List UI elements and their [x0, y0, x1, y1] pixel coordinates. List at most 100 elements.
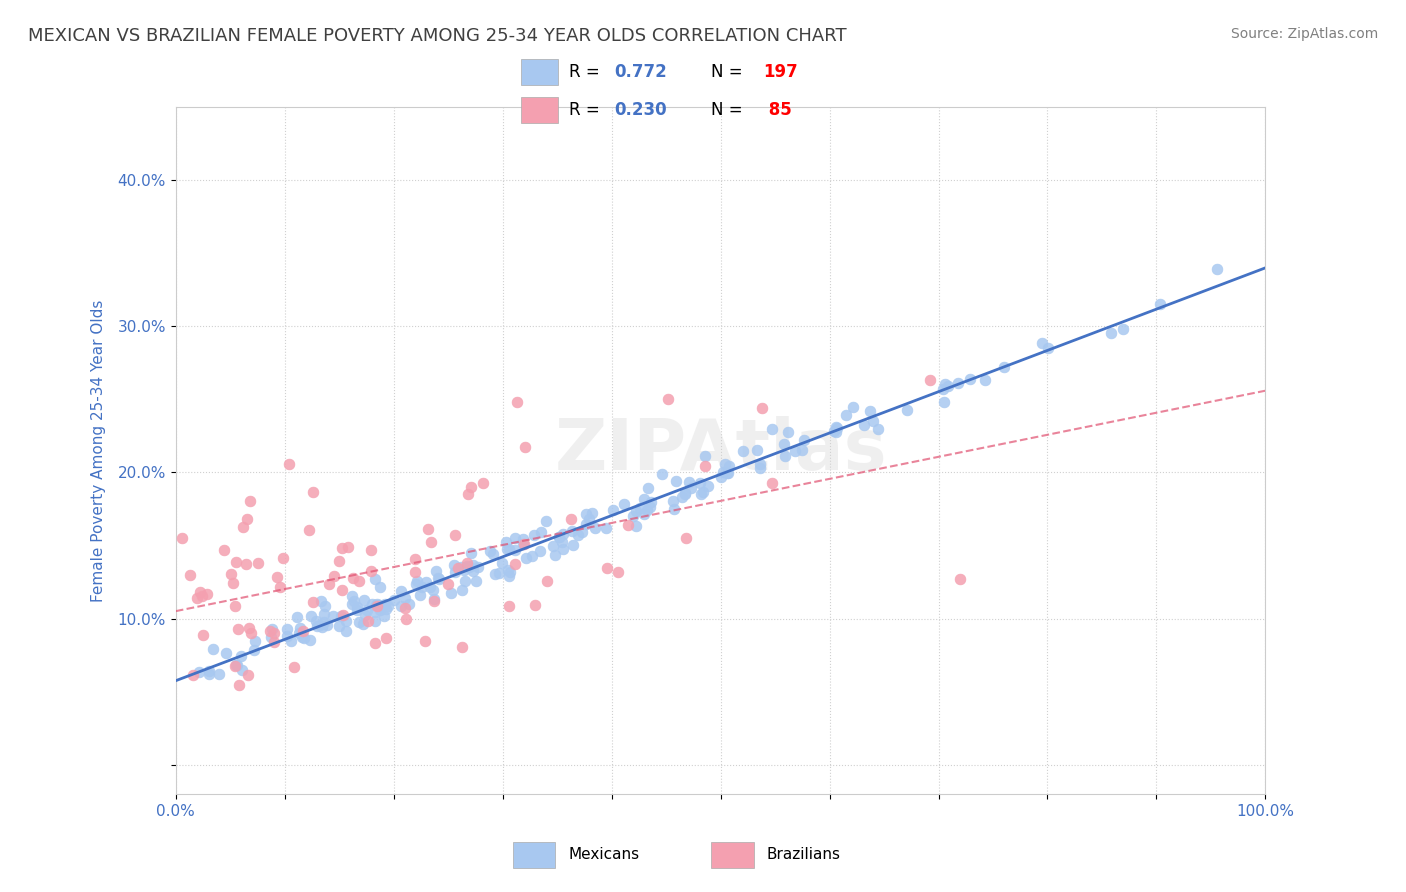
Text: 197: 197 [763, 63, 797, 81]
Point [749, 457, 772, 471]
Point [464, 574, 486, 588]
Point [225, 658, 247, 673]
Point [692, 485, 714, 500]
Point [824, 425, 846, 439]
Point [301, 485, 323, 500]
Point [949, 573, 972, 587]
Point [337, 540, 360, 554]
Point [374, 631, 396, 645]
Point [335, 615, 357, 629]
Point [260, 630, 283, 644]
Point [503, 531, 526, 545]
Point [188, 585, 211, 599]
Point [451, 640, 474, 654]
Point [231, 649, 253, 664]
Point [263, 635, 285, 649]
Point [633, 507, 655, 521]
Text: Brazilians: Brazilians [766, 847, 841, 862]
Point [671, 491, 693, 505]
Text: N =: N = [710, 102, 748, 120]
Point [170, 531, 193, 545]
Point [457, 487, 479, 501]
Point [628, 501, 651, 516]
Point [689, 475, 711, 490]
Point [512, 537, 534, 551]
Point [364, 572, 387, 586]
Point [932, 382, 955, 396]
Point [346, 603, 368, 617]
Point [291, 630, 314, 644]
Point [823, 424, 845, 438]
Point [415, 574, 437, 589]
Point [974, 373, 997, 387]
Point [673, 486, 696, 500]
Text: Mexicans: Mexicans [568, 847, 640, 862]
Point [460, 546, 482, 560]
Point [934, 376, 956, 391]
Point [640, 495, 662, 509]
Point [825, 420, 848, 434]
Point [624, 504, 647, 518]
Point [536, 574, 558, 589]
Text: ZIPAtlas: ZIPAtlas [554, 416, 887, 485]
Point [835, 409, 858, 423]
Point [530, 525, 553, 540]
Point [406, 574, 429, 588]
Point [409, 588, 432, 602]
Point [548, 530, 571, 544]
Point [498, 542, 520, 557]
Point [225, 657, 247, 672]
Point [352, 616, 374, 631]
Point [285, 610, 308, 624]
Point [368, 599, 391, 613]
Point [269, 580, 291, 594]
Point [219, 567, 242, 582]
Point [498, 569, 520, 583]
Point [495, 535, 517, 549]
Point [932, 395, 955, 409]
Point [328, 619, 350, 633]
Point [512, 537, 534, 551]
Point [515, 551, 537, 566]
Point [368, 603, 391, 617]
Point [717, 466, 740, 480]
Point [450, 560, 472, 574]
Point [240, 626, 263, 640]
Point [292, 631, 315, 645]
Point [416, 522, 439, 536]
Point [773, 437, 796, 451]
Bar [520, 96, 558, 123]
Point [364, 614, 387, 628]
Point [308, 618, 330, 632]
Point [398, 597, 420, 611]
Point [866, 422, 889, 436]
Point [841, 400, 863, 414]
Point [478, 543, 501, 558]
Point [637, 481, 659, 495]
Point [201, 641, 224, 656]
Point [342, 571, 364, 585]
Point [224, 659, 246, 673]
Point [419, 534, 441, 549]
Text: Source: ZipAtlas.com: Source: ZipAtlas.com [1230, 27, 1378, 41]
Point [225, 555, 247, 569]
Point [1036, 342, 1059, 356]
Point [335, 624, 357, 639]
Point [443, 565, 465, 579]
Point [347, 615, 370, 630]
Point [697, 478, 720, 492]
Point [621, 509, 644, 524]
Point [298, 524, 321, 538]
Point [731, 443, 754, 458]
Point [382, 592, 405, 607]
Point [454, 574, 477, 588]
Point [298, 632, 321, 647]
Point [315, 617, 337, 632]
Point [375, 602, 398, 616]
Point [495, 542, 517, 557]
Point [405, 576, 427, 591]
Point [357, 614, 380, 628]
Point [571, 524, 593, 539]
Point [238, 622, 260, 636]
Point [330, 541, 353, 555]
